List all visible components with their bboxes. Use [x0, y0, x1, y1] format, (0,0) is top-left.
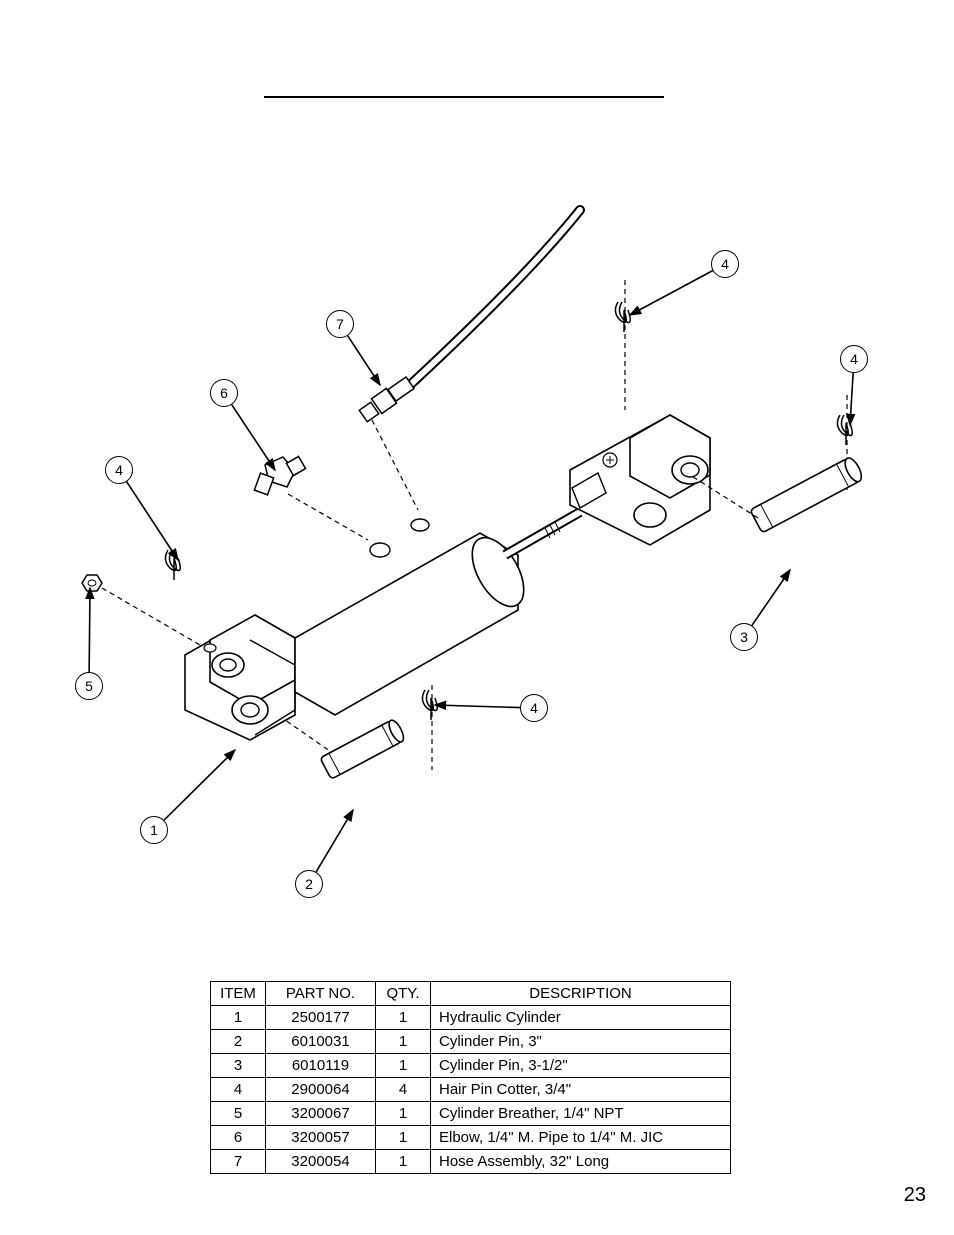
callout-c4c: 4 [711, 250, 739, 278]
parts-table: ITEM PART NO. QTY. DESCRIPTION 125001771… [210, 981, 731, 1174]
cell-item: 3 [211, 1054, 266, 1078]
cell-description: Cylinder Breather, 1/4" NPT [431, 1102, 731, 1126]
part-pin-long [750, 456, 865, 533]
callout-c4d: 4 [840, 345, 868, 373]
table-row: 360101191Cylinder Pin, 3-1/2" [211, 1054, 731, 1078]
callout-c4b: 4 [105, 456, 133, 484]
cell-part-no: 3200067 [266, 1102, 376, 1126]
callout-c5: 5 [75, 672, 103, 700]
cell-description: Cylinder Pin, 3" [431, 1030, 731, 1054]
callout-c3: 3 [730, 623, 758, 651]
cell-item: 6 [211, 1126, 266, 1150]
cell-part-no: 3200057 [266, 1126, 376, 1150]
diagram-svg [50, 210, 904, 910]
table-row: 632000571Elbow, 1/4" M. Pipe to 1/4" M. … [211, 1126, 731, 1150]
cell-item: 4 [211, 1078, 266, 1102]
callout-c7: 7 [326, 310, 354, 338]
header-part-no: PART NO. [266, 982, 376, 1006]
table-row: 429000644Hair Pin Cotter, 3/4" [211, 1078, 731, 1102]
part-hose [359, 210, 580, 422]
table-header-row: ITEM PART NO. QTY. DESCRIPTION [211, 982, 731, 1006]
cell-description: Hair Pin Cotter, 3/4" [431, 1078, 731, 1102]
cell-description: Hydraulic Cylinder [431, 1006, 731, 1030]
cell-description: Elbow, 1/4" M. Pipe to 1/4" M. JIC [431, 1126, 731, 1150]
cell-qty: 1 [376, 1126, 431, 1150]
part-cylinder-body [185, 415, 710, 740]
header-qty: QTY. [376, 982, 431, 1006]
part-cotter-c [615, 302, 630, 332]
callout-c2: 2 [295, 870, 323, 898]
cell-qty: 1 [376, 1030, 431, 1054]
table-row: 125001771Hydraulic Cylinder [211, 1006, 731, 1030]
cell-part-no: 6010119 [266, 1054, 376, 1078]
cell-qty: 1 [376, 1150, 431, 1174]
page: 1234444567 ITEM PART NO. QTY. DESCRIPTIO… [0, 0, 954, 1235]
header-description: DESCRIPTION [431, 982, 731, 1006]
cell-qty: 1 [376, 1054, 431, 1078]
callout-c6: 6 [210, 379, 238, 407]
title-underline [264, 96, 664, 98]
cell-description: Hose Assembly, 32" Long [431, 1150, 731, 1174]
exploded-diagram: 1 2 3 4 4 4 4 5 6 7 [50, 210, 904, 910]
part-pin-short [320, 718, 406, 779]
cell-part-no: 3200054 [266, 1150, 376, 1174]
cell-part-no: 6010031 [266, 1030, 376, 1054]
part-breather [82, 575, 102, 591]
table-body: 125001771Hydraulic Cylinder260100311Cyli… [211, 1006, 731, 1174]
cell-description: Cylinder Pin, 3-1/2" [431, 1054, 731, 1078]
callout-c4a: 4 [520, 694, 548, 722]
part-cotter-a [165, 550, 180, 580]
part-elbow [254, 456, 305, 494]
cell-qty: 1 [376, 1006, 431, 1030]
cell-qty: 4 [376, 1078, 431, 1102]
cell-item: 1 [211, 1006, 266, 1030]
cell-item: 7 [211, 1150, 266, 1174]
cell-item: 5 [211, 1102, 266, 1126]
page-number: 23 [904, 1184, 926, 1207]
callout-c1: 1 [140, 816, 168, 844]
cell-item: 2 [211, 1030, 266, 1054]
table-row: 732000541Hose Assembly, 32" Long [211, 1150, 731, 1174]
header-item: ITEM [211, 982, 266, 1006]
table-row: 532000671Cylinder Breather, 1/4" NPT [211, 1102, 731, 1126]
table-row: 260100311Cylinder Pin, 3" [211, 1030, 731, 1054]
cell-qty: 1 [376, 1102, 431, 1126]
cell-part-no: 2900064 [266, 1078, 376, 1102]
cell-part-no: 2500177 [266, 1006, 376, 1030]
